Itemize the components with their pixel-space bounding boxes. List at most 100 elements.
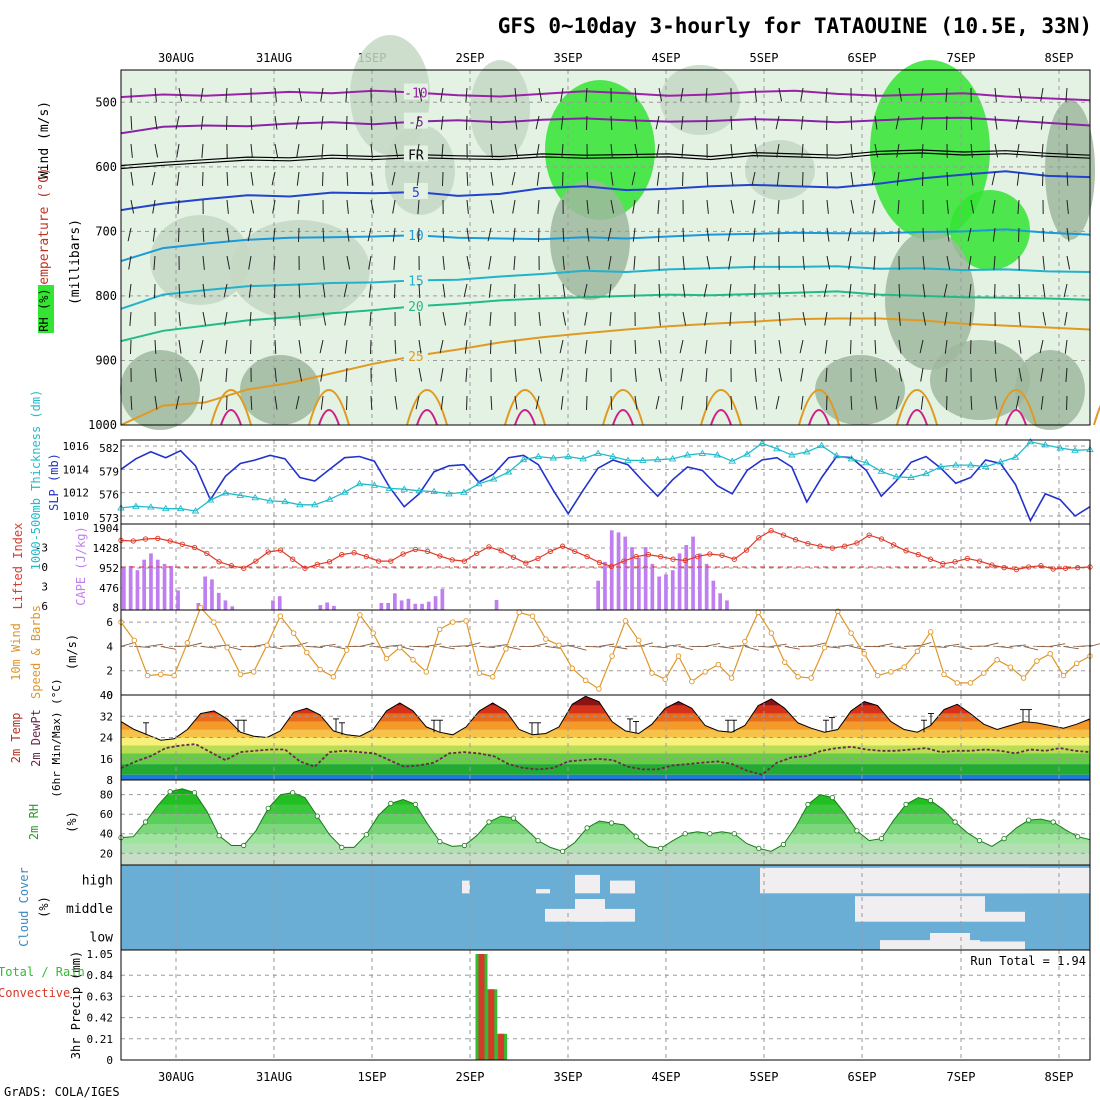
- wind-barb: [322, 171, 324, 187]
- wind-barb: [535, 395, 540, 410]
- isotherm-line: [120, 170, 1091, 212]
- wind-speed-marker: [874, 672, 881, 679]
- wind-barb: [584, 339, 588, 354]
- rh-shade-area: [230, 220, 370, 320]
- cape-bar: [325, 602, 329, 610]
- wind-speed-marker: [463, 618, 469, 624]
- rh-marker: [388, 800, 394, 807]
- wind-barb: [850, 143, 853, 158]
- temperature-axis-label: Temperature (°C): [37, 167, 52, 292]
- wind-barb: [825, 367, 828, 382]
- wind-barb: [874, 367, 877, 382]
- wind-barb: [968, 255, 972, 270]
- wind-barb: [586, 171, 589, 186]
- wind-barb: [802, 255, 805, 270]
- wind-barb: [658, 283, 661, 298]
- wind-barb: [1018, 339, 1022, 354]
- thickness-marker: [892, 472, 900, 480]
- lifted-index-marker: [155, 535, 161, 542]
- wind-speed-marker: [317, 666, 323, 673]
- cape-bar: [718, 593, 722, 610]
- wind-barb: [153, 255, 156, 270]
- thickness-marker: [579, 455, 587, 462]
- wind-barb: [178, 87, 183, 102]
- wind-barb: [730, 199, 735, 214]
- wind-barb: [946, 115, 948, 131]
- x-tick-label-top: 5SEP: [750, 51, 779, 65]
- thickness-marker: [877, 467, 886, 474]
- wind-barb: [538, 339, 542, 354]
- cape-bar: [155, 559, 160, 610]
- wind-barb: [394, 395, 398, 410]
- wind-barb: [874, 115, 878, 130]
- wind-barb: [680, 367, 684, 382]
- wind-barb: [728, 255, 732, 270]
- lifted-index-marker: [743, 547, 750, 553]
- wind-barb: [922, 227, 925, 242]
- warm-contour: [406, 389, 448, 426]
- rh-shade-area: [660, 65, 740, 135]
- wind-barb: [1018, 87, 1023, 102]
- rh-marker: [878, 835, 885, 842]
- wind-barb: [658, 339, 662, 354]
- isotherm-label: 15: [408, 274, 424, 289]
- wind-barb: [728, 283, 732, 298]
- lifted-index-marker: [633, 553, 639, 560]
- y-tick-label: 600: [95, 160, 117, 174]
- wind-barb: [802, 283, 806, 298]
- wind-barb: [345, 367, 348, 382]
- cape-bar: [413, 603, 418, 610]
- wind-barb: [802, 171, 804, 187]
- thickness-marker: [430, 487, 438, 495]
- x-tick-label-bottom: 1SEP: [358, 1070, 387, 1084]
- cape-bar: [420, 603, 424, 610]
- temp-fill: [121, 696, 1090, 780]
- wind-barb: [466, 199, 469, 214]
- wind-barb: [847, 227, 852, 242]
- cape-bar: [440, 589, 445, 610]
- wind-speed-marker: [543, 636, 549, 642]
- rh-tick-label: 60: [100, 808, 113, 821]
- wind-barb: [634, 143, 639, 158]
- thickness-marker: [370, 481, 379, 488]
- wind-barb-10m: [598, 643, 615, 647]
- wind-barb: [511, 171, 516, 186]
- wind-barb: [489, 311, 492, 326]
- wind-barb-10m: [758, 645, 775, 648]
- li-tick-label: -3: [35, 542, 48, 555]
- lifted-index-marker: [903, 548, 909, 554]
- wind-barb: [778, 227, 780, 243]
- cape-bar: [684, 545, 689, 610]
- wind-barb: [825, 87, 828, 102]
- wind-barb: [993, 255, 996, 270]
- wind-barb-10m: [957, 645, 973, 650]
- lifted-index-marker: [510, 554, 517, 560]
- wind-barb: [632, 227, 636, 242]
- thickness-line: [120, 441, 1091, 512]
- wind-speed-marker: [808, 675, 814, 681]
- wind-barb: [130, 199, 135, 214]
- lifted-index-marker: [866, 532, 872, 538]
- wind-barb-10m: [306, 645, 323, 648]
- wind-barb-10m: [731, 644, 748, 647]
- wind-barb: [463, 283, 468, 298]
- rh-marker: [290, 790, 296, 796]
- wind-barb: [418, 367, 423, 382]
- wind-barb: [223, 283, 228, 298]
- cape-tick-label: 1904: [93, 522, 120, 535]
- wind-barb: [920, 367, 924, 382]
- wind-barb: [922, 283, 926, 298]
- wind-barb: [729, 311, 732, 326]
- wind-barb: [1018, 311, 1021, 326]
- thickness-marker: [355, 479, 364, 487]
- warm-contour: [995, 389, 1037, 426]
- wind-barb: [345, 87, 348, 102]
- wind-barb: [250, 395, 253, 410]
- lifted-index-marker: [216, 559, 222, 565]
- wind-barb: [1042, 171, 1044, 187]
- wind-barb: [466, 395, 468, 411]
- wind-barb: [631, 171, 636, 186]
- wind-barb: [586, 255, 591, 270]
- wind-speed-marker: [556, 642, 562, 648]
